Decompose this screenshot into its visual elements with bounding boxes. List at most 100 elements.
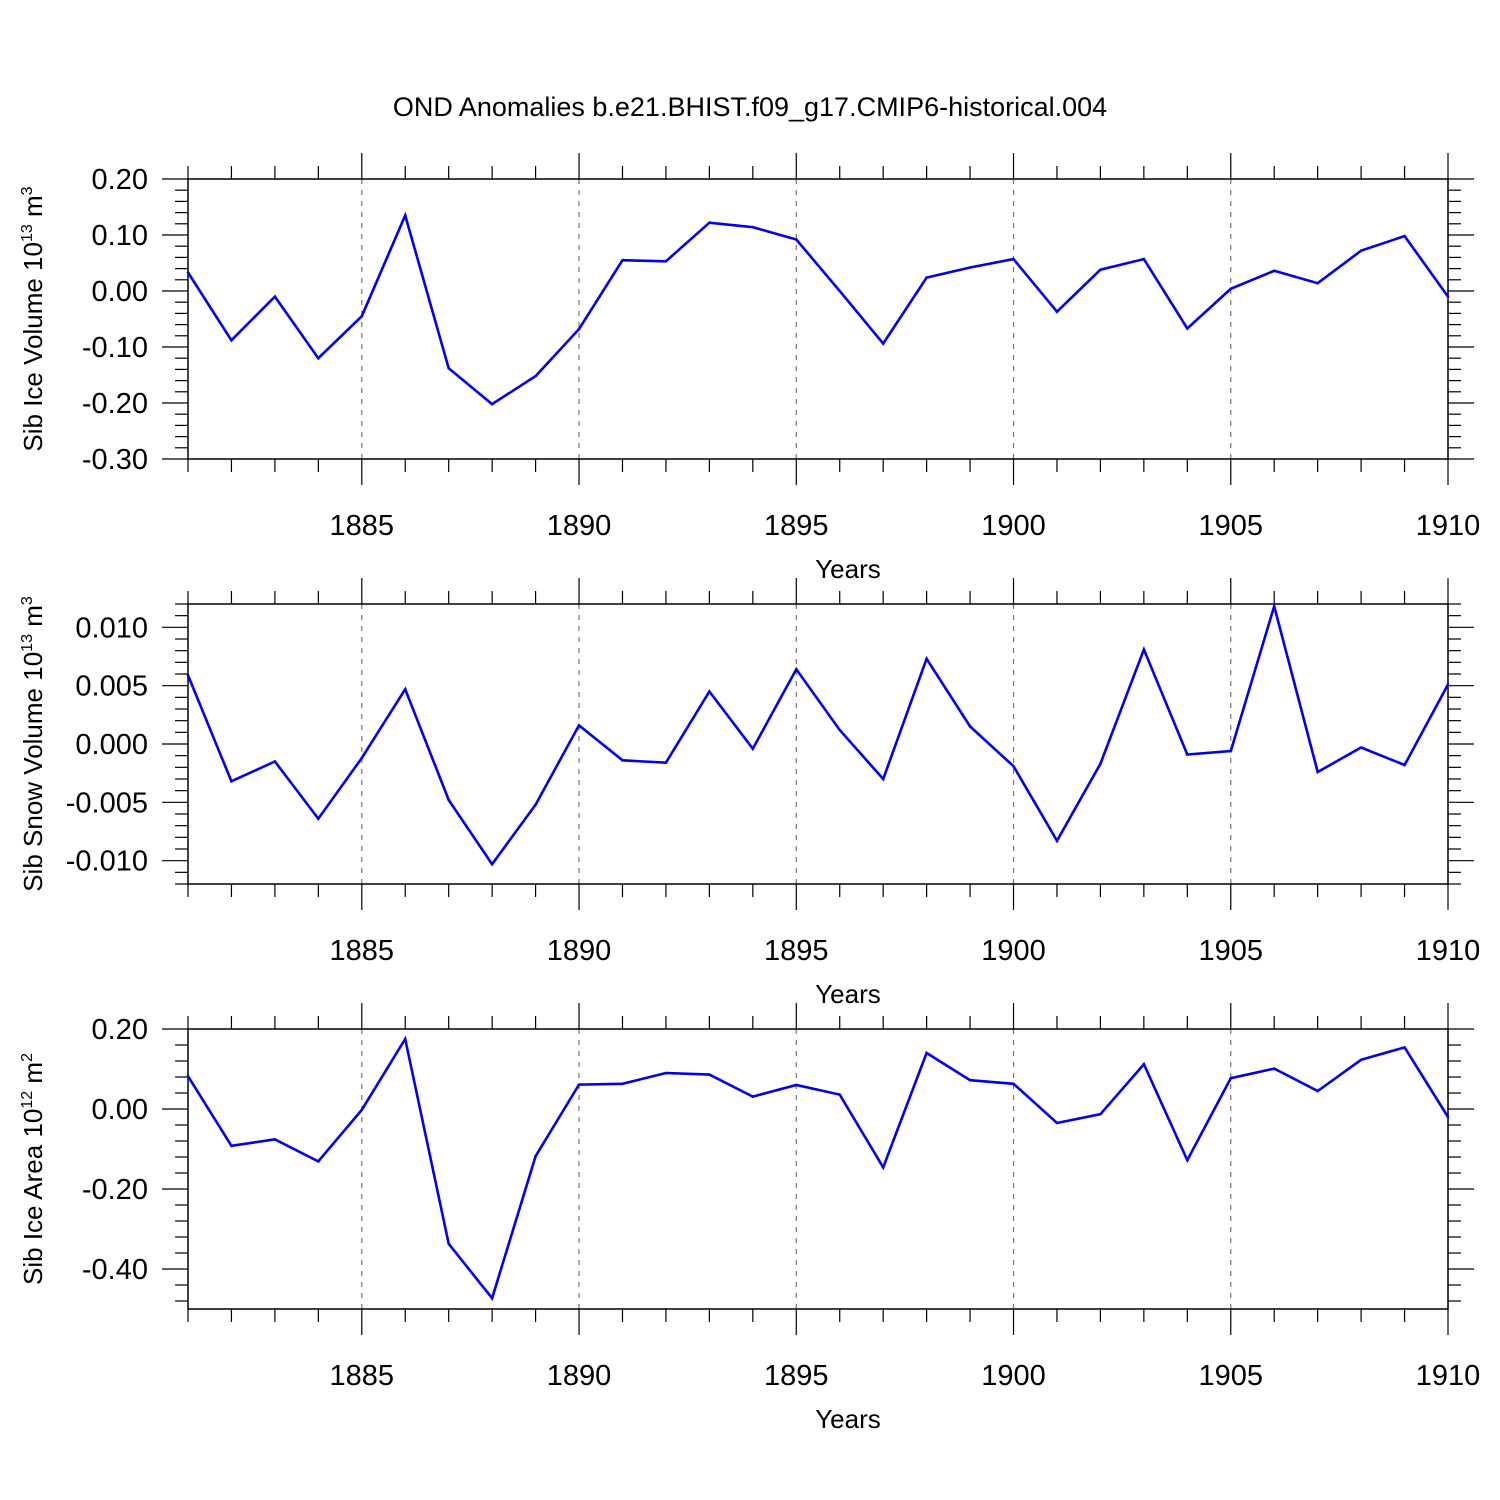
panel-sib-ice-area: -0.40 -0.20 0.00 0.20 1885 1890 1895 1900 1905 19…	[8, 1003, 1480, 1434]
chart-1-point-1904	[1186, 753, 1189, 756]
chart-2-point-1896	[838, 1093, 842, 1096]
chart-2-xtick-label-2: 1895	[764, 1360, 829, 1392]
chart-0-point-1896	[838, 289, 842, 293]
chart-1-point-1909	[1403, 763, 1406, 767]
chart-2-frame	[187, 1028, 1449, 1310]
chart-0-point-1895	[794, 238, 798, 241]
chart-2-point-1905	[1229, 1076, 1233, 1080]
chart-1-xtick-label-1: 1890	[547, 935, 612, 967]
chart-0-point-1903	[1142, 257, 1146, 261]
chart-1-yunit-exp: 13	[19, 634, 36, 652]
chart-1-point-1899	[968, 725, 972, 728]
chart-2-yunit-m: m	[18, 1062, 48, 1084]
chart-2-point-1899	[968, 1078, 972, 1082]
chart-2-yunit-base: 10	[18, 1109, 48, 1138]
chart-0-point-1888	[490, 402, 494, 406]
chart-1-point-1895	[794, 668, 798, 671]
chart-1-ylabel-space	[8, 627, 38, 634]
chart-0-point-1881	[186, 271, 190, 274]
chart-0-point-1890	[577, 327, 581, 331]
chart-0-ytick-label-2: -0.10	[82, 332, 148, 364]
chart-0-point-1902	[1099, 268, 1102, 272]
chart-1-point-1905	[1229, 749, 1233, 753]
chart-0-ylabel-space	[18, 271, 48, 278]
chart-2-ylabel-space	[8, 1084, 38, 1091]
chart-0-ytick-label-0: -0.30	[82, 444, 148, 476]
chart-0-point-1891	[621, 258, 624, 262]
chart-1-yunit-m: m	[18, 605, 48, 627]
chart-1-point-1885	[360, 756, 364, 760]
chart-1-xtick-label-5: 1910	[1416, 935, 1481, 967]
chart-1-point-1887	[447, 798, 450, 802]
chart-2-point-1883	[273, 1138, 277, 1141]
chart-1-point-1898	[925, 657, 928, 661]
chart-0-point-1907	[1316, 281, 1319, 285]
chart-0-ylabel: Sib Ice Volume 1013 m3	[8, 186, 48, 451]
chart-2-ytick-label-0: -0.40	[82, 1254, 148, 1286]
panel-sib-ice-volume: -0.30 -0.20 -0.10 0.00 0.10 0.20 1885 1890 1895 1…	[8, 153, 1481, 584]
chart-0-point-1905	[1229, 287, 1233, 291]
chart-0-point-1894	[751, 225, 755, 229]
chart-0-point-1899	[968, 266, 972, 269]
chart-0-ylabel-space	[8, 217, 38, 224]
chart-1-point-1902	[1099, 762, 1102, 766]
chart-2-point-1895	[794, 1083, 798, 1087]
chart-1-point-1903	[1142, 648, 1146, 651]
chart-1-point-1907	[1316, 770, 1319, 774]
chart-2-ylabel-space	[18, 1138, 48, 1145]
chart-2-point-1889	[534, 1154, 537, 1158]
chart-0-xtick-label-3: 1900	[981, 510, 1046, 542]
chart-0-point-1901	[1055, 310, 1059, 314]
chart-0-xtick-label-4: 1905	[1199, 510, 1264, 542]
chart-2-yunit-exp: 12	[19, 1091, 36, 1109]
chart-2-point-1894	[751, 1095, 755, 1098]
chart-2-point-1908	[1359, 1058, 1363, 1062]
chart-2-point-1910	[1446, 1115, 1450, 1119]
chart-2-point-1907	[1316, 1089, 1319, 1093]
chart-0-point-1885	[360, 314, 364, 318]
chart-0-point-1897	[881, 342, 885, 345]
chart-0-yunit-m-exp: 3	[19, 186, 36, 195]
chart-2-point-1888	[490, 1296, 494, 1300]
chart-0-point-1882	[230, 338, 233, 342]
chart-0-series-line	[186, 211, 1450, 406]
chart-1-point-1906	[1272, 605, 1276, 608]
chart-0-xtick-label-2: 1895	[764, 510, 829, 542]
chart-1-ytick-label-3: 0.005	[75, 671, 148, 703]
chart-0-point-1909	[1403, 234, 1406, 238]
chart-1-point-1901	[1055, 839, 1059, 843]
chart-2-point-1898	[925, 1051, 928, 1055]
chart-0-yunit-exp: 13	[19, 224, 36, 242]
chart-0-point-1889	[534, 374, 537, 378]
chart-2-point-1892	[664, 1071, 668, 1075]
chart-1-point-1889	[534, 803, 537, 806]
chart-2-yunit-m-exp: 2	[19, 1053, 36, 1062]
chart-1-ytick-label-0: -0.010	[66, 846, 148, 878]
chart-2-ytick-label-1: -0.20	[82, 1174, 148, 1206]
chart-2-point-1885	[360, 1108, 364, 1112]
chart-2-point-1882	[230, 1144, 233, 1148]
chart-2-point-1909	[1403, 1046, 1406, 1049]
chart-1-point-1882	[230, 780, 233, 783]
chart-0-xtick-label-1: 1890	[547, 510, 612, 542]
chart-1-ytick-label-1: -0.005	[66, 787, 148, 819]
chart-0-ytick-label-5: 0.20	[92, 164, 148, 196]
chart-2-point-1886	[403, 1037, 407, 1041]
chart-1-point-1884	[317, 817, 320, 820]
chart-0-point-1883	[273, 295, 277, 298]
chart-0-point-1886	[403, 214, 407, 217]
chart-0-xtick-label-5: 1910	[1416, 510, 1481, 542]
chart-2-ylabel: Sib Ice Area 1012 m2	[8, 1053, 48, 1285]
chart-1-xtick-label-3: 1900	[981, 935, 1046, 967]
chart-1-ylabel: Sib Snow Volume 1013 m3	[8, 596, 48, 892]
chart-1-ylabel-space	[18, 681, 48, 688]
chart-1-xlabel: Years	[815, 979, 881, 1009]
chart-1-yunit-base: 10	[18, 652, 48, 681]
chart-2-xtick-label-0: 1885	[330, 1360, 395, 1392]
chart-1-point-1886	[403, 687, 407, 691]
chart-1-point-1890	[577, 724, 581, 727]
chart-1-point-1910	[1446, 683, 1450, 686]
chart-1-ytick-label-4: 0.010	[75, 612, 148, 644]
chart-1-point-1888	[490, 862, 494, 866]
